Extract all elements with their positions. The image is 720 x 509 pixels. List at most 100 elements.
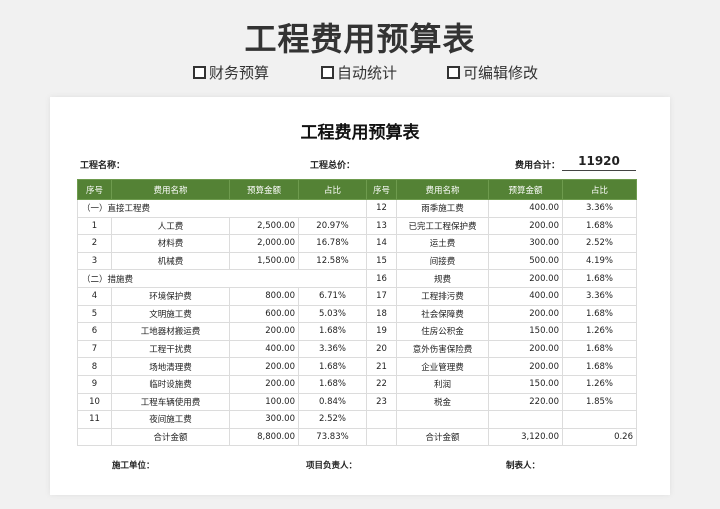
total-label: 费用合计：: [515, 161, 561, 171]
table-cell: 8: [77, 357, 112, 376]
table-cell: 环境保护费: [111, 286, 230, 306]
table-cell: 社会保障费: [396, 304, 489, 324]
checkbox-icon: [447, 66, 460, 79]
table-cell: 利润: [396, 374, 489, 394]
table-cell: 1.85%: [562, 392, 637, 412]
table-cell: 6: [77, 322, 112, 341]
table-cell: 合计金额: [111, 427, 230, 447]
table-cell: 人工费: [111, 216, 230, 236]
table-cell: 工程干扰费: [111, 339, 230, 359]
table-cell: 100.00: [229, 392, 299, 412]
table-cell: 1,500.00: [229, 251, 299, 271]
table-cell: 11: [77, 410, 112, 429]
project-price-label: 工程总价：: [310, 161, 356, 171]
table-cell: 2: [77, 234, 112, 253]
table-cell: （二）措施费: [77, 269, 367, 288]
table-cell: [396, 410, 489, 429]
table-cell: 1.26%: [562, 374, 637, 394]
table-cell: 12.58%: [298, 251, 367, 271]
table-cell: 600.00: [229, 304, 299, 324]
table-cell: 机械费: [111, 251, 230, 271]
table-cell: 5.03%: [298, 304, 367, 324]
table-cell: 3.36%: [562, 199, 637, 218]
table-cell: [366, 410, 397, 429]
budget-table: 序号 费用名称 预算金额 占比 序号 费用名称 预算金额 占比 （一）直接工程费…: [77, 179, 637, 447]
table-cell: 9: [77, 374, 112, 394]
table-cell: 4: [77, 286, 112, 306]
table-row: 4 环境保护费 800.00 6.71% 17 工程排污费 400.00 3.36%: [77, 286, 637, 306]
table-cell: 300.00: [488, 234, 563, 253]
project-name-label: 工程名称：: [80, 161, 126, 171]
table-row: 合计金额 8,800.00 73.83% 合计金额 3,120.00 0.26: [77, 427, 637, 447]
table-row: 5 文明施工费 600.00 5.03% 18 社会保障费 200.00 1.68%: [77, 304, 637, 324]
table-cell: 间接费: [396, 251, 489, 271]
table-cell: 1.68%: [562, 339, 637, 359]
table-cell: 1.68%: [298, 322, 367, 341]
table-cell: 19: [366, 322, 397, 341]
table-cell: 场地清理费: [111, 357, 230, 376]
table-cell: 1.68%: [562, 216, 637, 236]
table-cell: 1.68%: [298, 357, 367, 376]
table-cell: 7: [77, 339, 112, 359]
feature-item: 财务预算: [193, 62, 269, 83]
table-cell: [562, 410, 637, 429]
table-row: 10 工程车辆使用费 100.00 0.84% 23 税金 220.00 1.85%: [77, 392, 637, 412]
table-row: 7 工程干扰费 400.00 3.36% 20 意外伤害保险费 200.00 1.68%: [77, 339, 637, 359]
table-cell: 200.00: [229, 357, 299, 376]
column-header: 序号: [366, 179, 397, 200]
total-value: 11920: [562, 153, 636, 171]
maker-label: 制表人：: [506, 461, 541, 471]
table-cell: 800.00: [229, 286, 299, 306]
unit-label: 施工单位：: [112, 461, 155, 471]
feature-item: 可编辑修改: [447, 62, 538, 83]
table-cell: 13: [366, 216, 397, 236]
table-cell: 14: [366, 234, 397, 253]
table-cell: 已完工工程保护费: [396, 216, 489, 236]
table-cell: 200.00: [488, 357, 563, 376]
table-cell: 工程排污费: [396, 286, 489, 306]
table-cell: 21: [366, 357, 397, 376]
table-cell: 税金: [396, 392, 489, 412]
table-cell: 220.00: [488, 392, 563, 412]
table-cell: 22: [366, 374, 397, 394]
table-cell: 10: [77, 392, 112, 412]
table-cell: 临时设施费: [111, 374, 230, 394]
table-cell: 400.00: [488, 286, 563, 306]
table-cell: 材料费: [111, 234, 230, 253]
table-cell: 23: [366, 392, 397, 412]
table-cell: 18: [366, 304, 397, 324]
table-cell: 200.00: [488, 339, 563, 359]
table-cell: 文明施工费: [111, 304, 230, 324]
table-cell: 20: [366, 339, 397, 359]
table-cell: 1.68%: [562, 357, 637, 376]
table-cell: 16.78%: [298, 234, 367, 253]
table-cell: [366, 427, 397, 447]
table-cell: 夜间施工费: [111, 410, 230, 429]
checkbox-icon: [321, 66, 334, 79]
table-row: （二）措施费 16 规费 200.00 1.68%: [77, 269, 637, 288]
table-row: 1 人工费 2,500.00 20.97% 13 已完工工程保护费 200.00 1.68%: [77, 216, 637, 236]
table-cell: 2.52%: [298, 410, 367, 429]
table-header-row: 序号 费用名称 预算金额 占比 序号 费用名称 预算金额 占比: [77, 179, 637, 200]
table-row: 2 材料费 2,000.00 16.78% 14 运土费 300.00 2.52%: [77, 234, 637, 253]
table-cell: （一）直接工程费: [77, 199, 367, 218]
table-cell: 3.36%: [298, 339, 367, 359]
table-row: 9 临时设施费 200.00 1.68% 22 利润 150.00 1.26%: [77, 374, 637, 394]
feature-label: 自动统计: [337, 64, 398, 82]
table-cell: 12: [366, 199, 397, 218]
feature-label: 财务预算: [209, 64, 270, 82]
table-cell: 0.26: [562, 427, 637, 447]
table-cell: 1: [77, 216, 112, 236]
table-row: （一）直接工程费 12 雨季施工费 400.00 3.36%: [77, 199, 637, 218]
column-header: 占比: [298, 179, 367, 200]
table-cell: 规费: [396, 269, 489, 288]
table-cell: 8,800.00: [229, 427, 299, 447]
table-cell: 500.00: [488, 251, 563, 271]
table-cell: [77, 427, 112, 447]
table-cell: 意外伤害保险费: [396, 339, 489, 359]
table-cell: 200.00: [488, 269, 563, 288]
feature-list: 财务预算 自动统计 可编辑修改: [0, 62, 720, 84]
table-cell: 1.68%: [562, 304, 637, 324]
table-row: 3 机械费 1,500.00 12.58% 15 间接费 500.00 4.19%: [77, 251, 637, 271]
table-cell: 200.00: [229, 322, 299, 341]
